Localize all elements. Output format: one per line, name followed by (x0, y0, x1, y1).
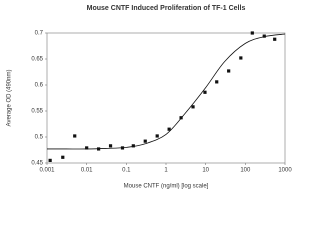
y-tick-label: 0.6 (35, 83, 44, 89)
data-point (179, 116, 183, 120)
x-tick-label: 0.01 (81, 168, 93, 174)
data-point (131, 144, 135, 148)
data-point (250, 31, 254, 35)
data-point (155, 134, 159, 138)
y-tick-label: 0.55 (31, 109, 43, 115)
x-tick-label: 0.1 (122, 168, 131, 174)
data-point (61, 155, 65, 159)
x-tick-label: 10 (202, 168, 209, 174)
data-point (273, 37, 277, 41)
x-tick-label: 100 (240, 168, 251, 174)
data-point (73, 134, 77, 138)
data-point (167, 127, 171, 131)
x-tick-label: 0.001 (39, 168, 55, 174)
chart: Mouse CNTF Induced Proliferation of TF-1… (7, 5, 293, 190)
fit-curve (47, 33, 286, 150)
y-axis-label: Average OD (490nm) (7, 70, 13, 127)
y-tick-label: 0.7 (35, 31, 44, 37)
data-point (191, 105, 195, 109)
data-point (262, 34, 266, 38)
data-point (239, 56, 243, 60)
y-tick-label: 0.65 (31, 57, 43, 63)
y-tick-label: 0.45 (31, 161, 43, 167)
chart-title: Mouse CNTF Induced Proliferation of TF-1… (87, 5, 246, 12)
x-axis-label: Mouse CNTF (ng/ml) [log scale] (124, 184, 209, 190)
data-point (108, 144, 113, 148)
x-tick-label: 1 (164, 168, 168, 174)
data-point (227, 69, 231, 73)
data-point (143, 139, 147, 143)
data-point (85, 146, 89, 150)
x-tick-label: 1000 (278, 168, 292, 174)
data-point (120, 146, 125, 150)
data-point (215, 80, 219, 84)
data-point (97, 147, 101, 151)
data-point (48, 158, 52, 162)
y-tick-label: 0.5 (35, 135, 44, 141)
data-point (203, 90, 207, 94)
plot-frame (46, 32, 286, 164)
